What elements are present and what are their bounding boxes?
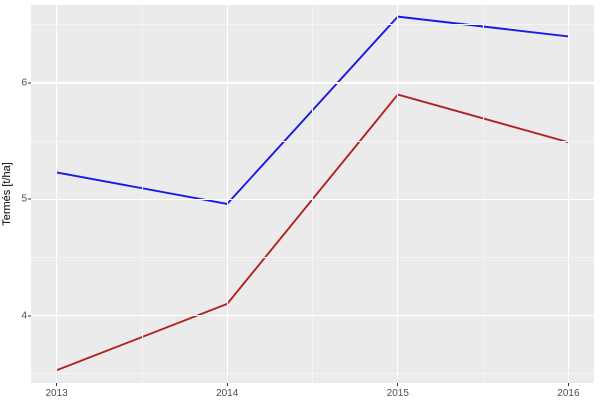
- y-axis: 4 5 6: [14, 0, 31, 400]
- x-tick-mark: [226, 383, 228, 386]
- x-tick-label: 2013: [45, 388, 68, 399]
- x-tick-label: 2014: [216, 388, 239, 399]
- y-axis-title: Termés [t/ha]: [0, 0, 14, 388]
- gridline-vertical-minor: [141, 5, 143, 383]
- x-tick-mark: [567, 383, 569, 386]
- x-tick-mark: [397, 383, 399, 386]
- x-tick-label: 2015: [386, 388, 409, 399]
- gridline-vertical-major: [55, 5, 58, 383]
- x-tick-label: 2016: [557, 388, 580, 399]
- y-tick-mark: [28, 315, 31, 317]
- plot-panel: [31, 5, 594, 383]
- y-tick-label: 5: [21, 193, 27, 205]
- gridline-vertical-minor: [482, 5, 484, 383]
- gridline-vertical-minor: [312, 5, 313, 383]
- gridline-vertical-major: [226, 5, 228, 383]
- y-tick-mark: [28, 82, 31, 84]
- y-axis-title-label: Termés [t/ha]: [1, 162, 14, 226]
- x-tick-mark: [56, 383, 58, 386]
- x-axis: 2013 2014 2015 2016: [31, 383, 594, 403]
- y-tick-label: 4: [21, 310, 27, 322]
- y-tick-mark: [28, 198, 31, 200]
- gridline-vertical-major: [397, 5, 399, 383]
- y-tick-label: 6: [21, 77, 27, 89]
- gridline-vertical-major: [567, 5, 569, 383]
